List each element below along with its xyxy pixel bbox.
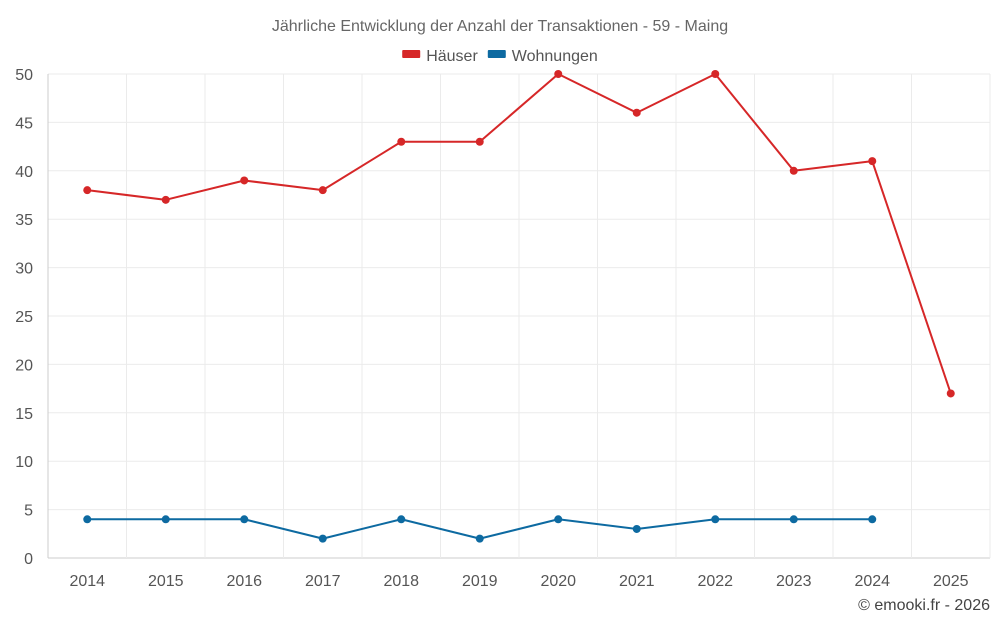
data-point-wohnungen-2020 bbox=[554, 515, 563, 524]
legend-label-1: Wohnungen bbox=[512, 48, 598, 65]
data-point-h-user-2022 bbox=[711, 70, 720, 78]
y-tick-label-15: 15 bbox=[15, 406, 33, 423]
legend-swatch-1 bbox=[487, 50, 506, 58]
y-tick-label-40: 40 bbox=[15, 164, 33, 181]
data-point-wohnungen-2015 bbox=[161, 515, 170, 524]
series-line-h-user bbox=[87, 73, 952, 394]
series-layer bbox=[83, 70, 955, 543]
data-point-h-user-2023 bbox=[789, 166, 798, 175]
data-point-wohnungen-2021 bbox=[632, 524, 641, 533]
data-point-h-user-2019 bbox=[475, 137, 484, 146]
y-tick-label-10: 10 bbox=[15, 454, 33, 471]
x-tick-label-2023: 2023 bbox=[776, 573, 812, 590]
y-tick-label-20: 20 bbox=[15, 357, 33, 374]
x-tick-label-2019: 2019 bbox=[462, 573, 498, 590]
x-tick-label-2025: 2025 bbox=[933, 573, 969, 590]
chart-title: Jährliche Entwicklung der Anzahl der Tra… bbox=[272, 18, 728, 35]
data-point-h-user-2015 bbox=[161, 195, 170, 204]
data-point-wohnungen-2023 bbox=[789, 515, 798, 524]
x-tick-label-2016: 2016 bbox=[226, 573, 262, 590]
legend: Häuser Wohnungen bbox=[402, 48, 598, 65]
y-tick-label-50: 50 bbox=[15, 67, 33, 84]
credit-text: © emooki.fr - 2026 bbox=[858, 597, 990, 614]
y-tick-label-30: 30 bbox=[15, 261, 33, 278]
y-tick-label-25: 25 bbox=[15, 309, 33, 326]
data-point-h-user-2018 bbox=[397, 137, 406, 146]
data-point-h-user-2016 bbox=[240, 176, 249, 185]
data-point-wohnungen-2016 bbox=[240, 515, 249, 524]
x-tick-label-2015: 2015 bbox=[148, 573, 184, 590]
data-point-wohnungen-2024 bbox=[868, 515, 877, 524]
x-tick-label-2018: 2018 bbox=[383, 573, 419, 590]
data-point-wohnungen-2022 bbox=[711, 515, 720, 524]
y-tick-label-35: 35 bbox=[15, 212, 33, 229]
grid bbox=[47, 73, 991, 559]
x-tick-label-2020: 2020 bbox=[540, 573, 576, 590]
x-tick-label-2024: 2024 bbox=[854, 573, 890, 590]
data-point-wohnungen-2017 bbox=[318, 534, 327, 543]
legend-swatch-0 bbox=[402, 50, 421, 58]
data-point-h-user-2021 bbox=[632, 108, 641, 117]
y-tick-label-5: 5 bbox=[24, 503, 33, 520]
legend-label-0: Häuser bbox=[426, 48, 478, 65]
data-point-wohnungen-2014 bbox=[83, 515, 92, 524]
data-point-h-user-2014 bbox=[83, 186, 92, 195]
x-tick-label-2021: 2021 bbox=[619, 573, 655, 590]
data-point-h-user-2024 bbox=[868, 157, 877, 166]
data-point-h-user-2025 bbox=[946, 389, 955, 398]
data-point-h-user-2020 bbox=[554, 70, 563, 78]
data-point-wohnungen-2019 bbox=[475, 534, 484, 543]
x-tick-label-2014: 2014 bbox=[69, 573, 105, 590]
y-tick-label-0: 0 bbox=[24, 551, 33, 568]
data-point-wohnungen-2018 bbox=[397, 515, 406, 524]
data-point-h-user-2017 bbox=[318, 186, 327, 195]
y-tick-label-45: 45 bbox=[15, 115, 33, 132]
x-tick-label-2017: 2017 bbox=[305, 573, 341, 590]
x-tick-label-2022: 2022 bbox=[697, 573, 733, 590]
